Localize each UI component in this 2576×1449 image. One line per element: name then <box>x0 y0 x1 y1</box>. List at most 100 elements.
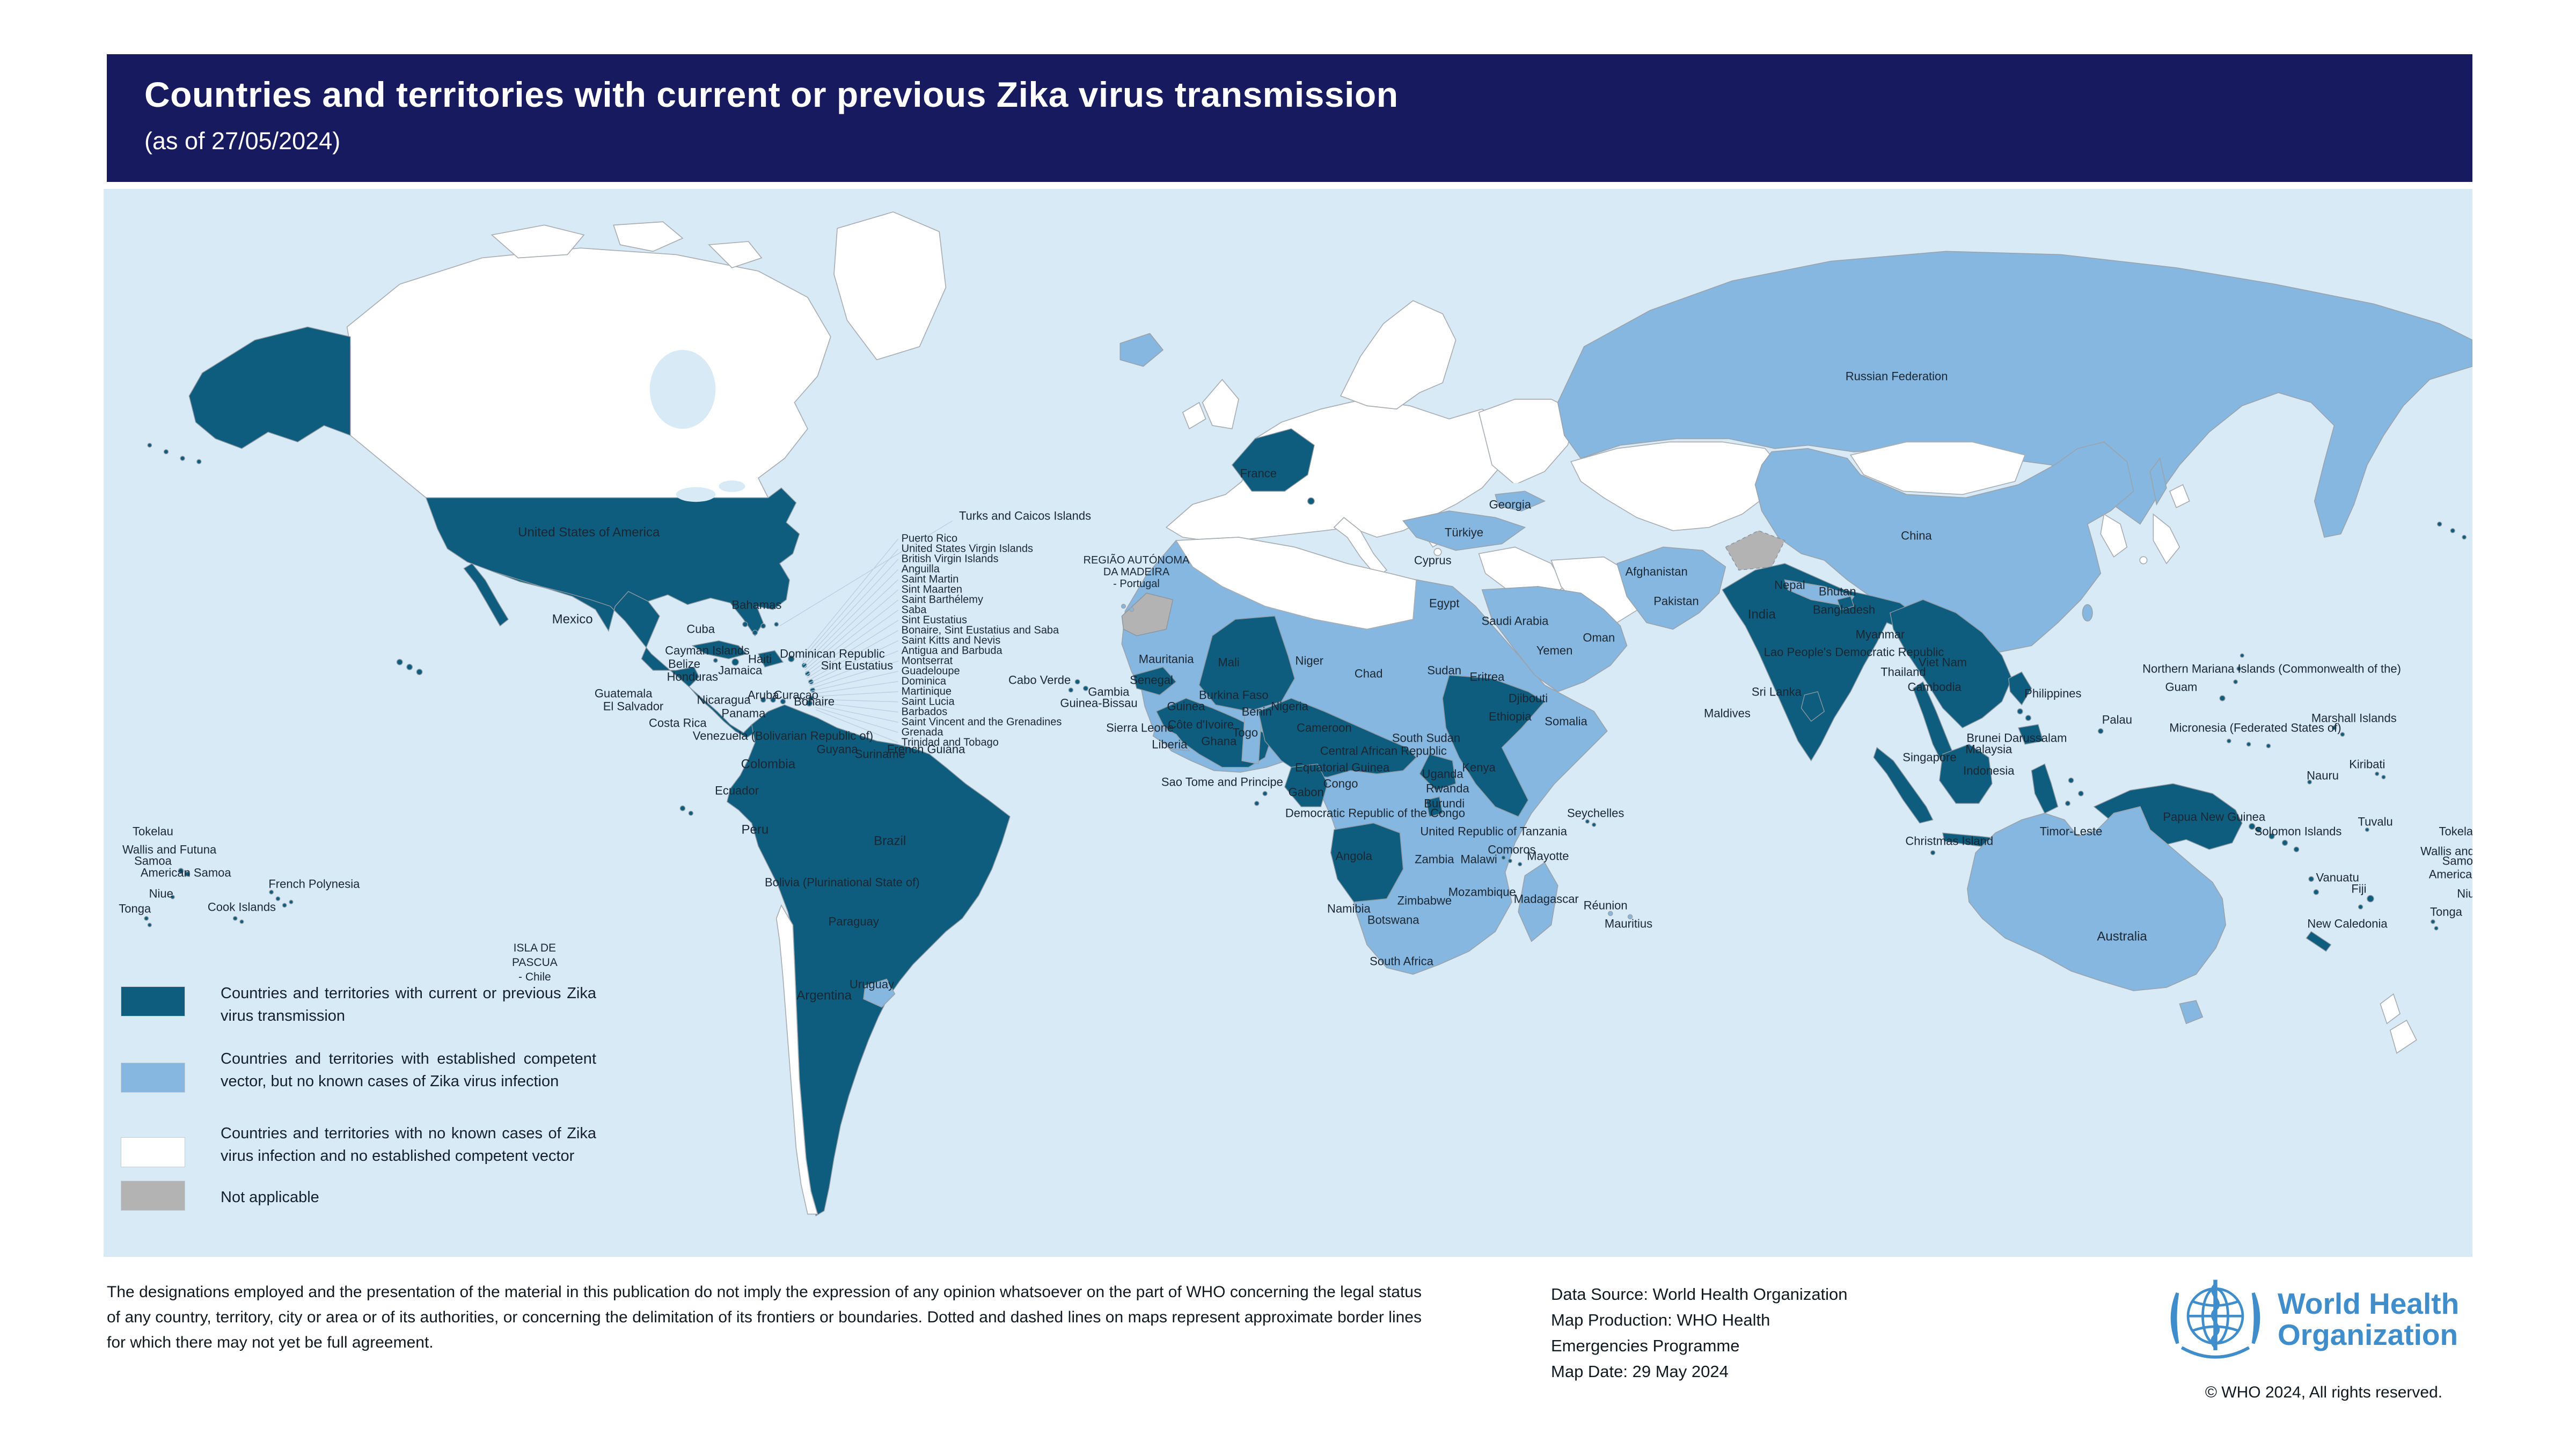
caribbean-list-item: Trinidad and Tobago <box>901 736 999 749</box>
leader-lines <box>779 520 953 743</box>
country-label: French Polynesia <box>268 877 360 891</box>
country-label: Niue <box>2457 887 2472 901</box>
country-label: Uruguay <box>849 977 895 991</box>
easter-island-line: - Chile <box>518 970 551 983</box>
caribbean-list-item: Saint Lucia <box>901 696 955 708</box>
country-label: Myanmar <box>1855 627 1905 641</box>
caribbean-list-item: Anguilla <box>901 563 940 575</box>
caribbean-list-item: Saint Barthélemy <box>901 594 983 606</box>
caribbean-list-item: Saba <box>901 604 927 616</box>
who-emblem-icon <box>2170 1279 2260 1359</box>
region-africa <box>1068 537 1633 975</box>
country-label: Mexico <box>552 612 593 627</box>
copyright-text: © WHO 2024, All rights reserved. <box>2205 1384 2443 1401</box>
caribbean-list-item: Barbados <box>901 706 948 718</box>
country-label: Argentina <box>796 988 852 1003</box>
country-label: Burundi <box>1424 796 1465 810</box>
country-label: Indonesia <box>1963 764 2015 778</box>
region-oceania <box>144 806 2439 1054</box>
data-source-line: Data Source: World Health Organization <box>1551 1285 1848 1304</box>
country-label: China <box>1901 529 1932 543</box>
country-label: Fiji <box>2351 882 2367 896</box>
country-label: United States of America <box>518 525 660 540</box>
country-label: Wallis and Futuna <box>2420 844 2472 858</box>
country-label: Sri Lanka <box>1751 685 1802 699</box>
caribbean-list-item: British Virgin Islands <box>901 553 999 565</box>
country-label: Turks and Caicos Islands <box>958 509 1092 523</box>
region-north-america <box>147 211 2467 738</box>
country-label: Comoros <box>1488 843 1536 857</box>
country-label: Samoa <box>2442 854 2472 868</box>
legend-label: Countries and territories with current o… <box>221 985 596 1024</box>
country-label: Georgia <box>1489 497 1531 511</box>
country-label: Wallis and Futuna <box>122 843 217 857</box>
country-label: Dominican Republic <box>780 647 885 661</box>
country-label: Suriname <box>854 747 905 761</box>
country-label: Nigeria <box>1271 699 1308 713</box>
data-source-line: Map Production: WHO Health <box>1551 1311 1770 1329</box>
country-label: Panama <box>721 706 766 720</box>
country-label: Colombia <box>741 757 796 772</box>
country-label: El Salvador <box>603 699 664 713</box>
country-label: Papua New Guinea <box>2163 810 2266 823</box>
easter-island-line: ISLA DE <box>513 941 557 954</box>
country-label: Côte d'Ivoire <box>1168 718 1234 731</box>
legend-swatch <box>121 1181 185 1211</box>
country-label: Benin <box>1241 705 1272 719</box>
easter-island-line: PASCUA <box>511 956 558 969</box>
country-label: Niger <box>1295 654 1324 668</box>
country-label: Guam <box>2165 680 2198 694</box>
country-label: Peru <box>741 822 769 837</box>
caribbean-list-item: Montserrat <box>901 655 953 667</box>
caribbean-list-item: Grenada <box>901 726 943 738</box>
country-label: Singapore <box>1902 750 1957 764</box>
country-label: Philippines <box>2024 686 2082 700</box>
world-map-panel: United States of America Mexico Cuba Bahama… <box>104 189 2472 1257</box>
world-map <box>144 211 2472 1217</box>
country-label: Samoa <box>134 854 172 868</box>
country-label: Costa Rica <box>648 716 707 730</box>
country-label: Bahamas <box>731 598 782 612</box>
country-label: Türkiye <box>1444 525 1484 539</box>
country-label: Micronesia (Federated States of) <box>2169 721 2341 735</box>
country-label: Democratic Republic of the Congo <box>1285 806 1465 820</box>
country-label: New Caledonia <box>2307 917 2388 930</box>
region-south-america <box>679 704 1011 1217</box>
map-subtitle-date: (as of 27/05/2024) <box>144 127 341 155</box>
country-label: Nepal <box>1774 578 1805 592</box>
country-label: Eritrea <box>1469 670 1505 684</box>
country-label: Seychelles <box>1567 806 1624 820</box>
caribbean-list-item: Guadeloupe <box>901 665 960 677</box>
country-label: Sao Tome and Principe <box>1161 775 1283 789</box>
caribbean-list-item: Martinique <box>901 685 952 698</box>
country-label: Uganda <box>1422 767 1463 781</box>
country-label: Nauru <box>2307 769 2339 782</box>
country-label: Solomon Islands <box>2254 824 2342 838</box>
country-label: Ghana <box>1201 734 1237 748</box>
country-label: Tokelau <box>2439 824 2472 838</box>
country-label: Guinea-Bissau <box>1060 696 1138 710</box>
country-label: Curaçao <box>773 688 819 702</box>
country-label: Réunion <box>1583 898 1628 912</box>
country-label: Gabon <box>1288 785 1324 799</box>
legend-swatch <box>121 986 185 1016</box>
country-label: Pakistan <box>1653 594 1699 608</box>
legend-label: Countries and territories with no known … <box>221 1125 596 1165</box>
country-label: Cameroon <box>1297 721 1352 735</box>
country-label: Nicaragua <box>697 693 751 707</box>
country-label: Malawi <box>1460 852 1497 866</box>
country-label: Honduras <box>667 670 719 684</box>
country-label: Zambia <box>1415 852 1454 866</box>
madeira-line: DA MADEIRA <box>1103 566 1170 578</box>
country-label: Russian Federation <box>1845 369 1948 383</box>
data-source-line: Map Date: 29 May 2024 <box>1551 1362 1729 1381</box>
country-label: Timor-Leste <box>2039 824 2103 838</box>
who-wordmark-line: Organization <box>2278 1318 2458 1351</box>
country-label: Australia <box>2097 929 2147 944</box>
country-label: Tuvalu <box>2358 815 2393 829</box>
who-logo: World Health Organization <box>2163 1270 2485 1377</box>
country-label: Niue <box>149 887 173 901</box>
caribbean-list-item: Saint Kitts and Nevis <box>901 634 1001 647</box>
country-label: Sudan <box>1427 663 1461 677</box>
